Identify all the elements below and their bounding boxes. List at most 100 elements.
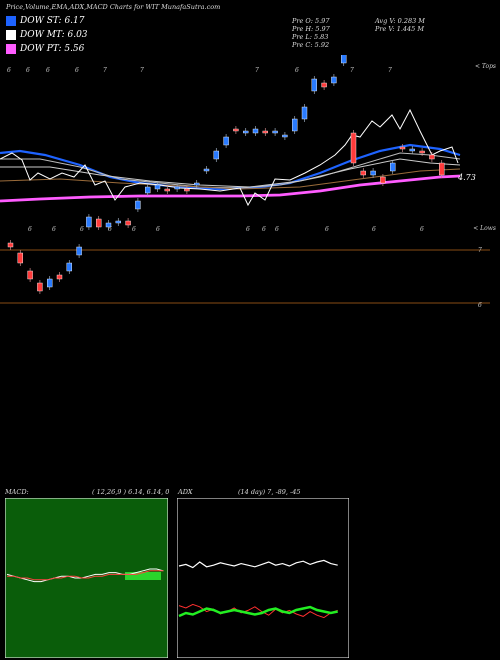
- level-mid-label: 6: [478, 302, 482, 309]
- candle-body: [47, 278, 53, 288]
- top-marker: 6: [7, 67, 11, 74]
- macd-params: ( 12,26,9 ) 6.14, 6.14, 0: [92, 488, 170, 496]
- candle-body: [390, 162, 396, 172]
- bottom-marker: 6: [28, 226, 32, 233]
- bottom-marker: 6: [156, 226, 160, 233]
- candle-body: [95, 218, 102, 228]
- adx-params: (14 day) 7, -89, -45: [238, 488, 301, 496]
- chart-title: Price,Volume,EMA,ADX,MACD Charts for WIT…: [6, 3, 221, 11]
- macd-line: [6, 568, 164, 583]
- candle-body: [360, 170, 366, 176]
- ema-mid2-line: [0, 158, 461, 188]
- candle-body: [350, 132, 357, 164]
- tops-label: < Tops: [475, 63, 496, 70]
- candle-body: [105, 222, 112, 228]
- candle-body: [252, 128, 259, 134]
- candle-body: [17, 252, 23, 264]
- candle-body: [135, 200, 141, 210]
- minus-di-line: [178, 603, 338, 619]
- bottom-marker: 6: [132, 226, 136, 233]
- candle-body: [399, 146, 406, 150]
- candle-body: [301, 106, 308, 120]
- bottom-marker: 6: [52, 226, 56, 233]
- adx-line: [178, 605, 338, 618]
- last-price-label: 4.73: [457, 173, 476, 182]
- candle-body: [154, 184, 161, 190]
- legend-item: DOW PT: 5.56: [6, 44, 84, 54]
- top-marker: 6: [295, 67, 299, 74]
- candle-body: [429, 154, 435, 160]
- bottom-marker: 6: [80, 226, 84, 233]
- stat-close: Pre C: 5.92: [292, 41, 330, 49]
- top-marker: 7: [103, 67, 107, 74]
- adx-background: [177, 498, 349, 658]
- candle-body: [56, 274, 63, 280]
- candle-body: [115, 220, 122, 224]
- bottom-marker: 6: [262, 226, 266, 233]
- price-chart: 6 6 6 6 7 7 7 6 7 7 < Tops 6 6 6 6 6 6 6 6 6 6 6 6 < Lows 7 6 4.73: [0, 55, 496, 309]
- legend-swatch: [6, 44, 16, 54]
- plus-di-line: [178, 559, 338, 569]
- candle-body: [27, 270, 33, 280]
- candle-body: [419, 150, 425, 154]
- candle-body: [213, 150, 220, 160]
- bottom-marker: 6: [246, 226, 250, 233]
- top-marker: 7: [388, 67, 392, 74]
- candle-body: [370, 170, 376, 176]
- macd-label: MACD:: [5, 488, 29, 496]
- top-marker: 6: [26, 67, 30, 74]
- top-marker: 7: [255, 67, 259, 74]
- candle-body: [66, 262, 73, 272]
- macd-histogram: [125, 572, 161, 580]
- legend-label: DOW MT: 6.03: [20, 30, 88, 40]
- legend-label: DOW PT: 5.56: [20, 44, 85, 54]
- candle-body: [86, 216, 92, 228]
- stat-high: Pre H: 5.97: [292, 25, 330, 33]
- candle-body: [7, 242, 14, 248]
- candle-body: [233, 128, 239, 132]
- price-close-line: [0, 108, 459, 207]
- legend-item: DOW MT: 6.03: [6, 30, 88, 40]
- candle-body: [311, 78, 317, 92]
- legend-swatch: [6, 30, 16, 40]
- candle-body: [409, 148, 415, 152]
- bottom-marker: 6: [108, 226, 112, 233]
- lows-label: < Lows: [473, 225, 496, 232]
- candle-body: [144, 186, 151, 194]
- candle-body: [439, 162, 445, 176]
- candle-body: [223, 136, 229, 146]
- stat-prev-volume: Pre V: 1.445 M: [375, 25, 425, 33]
- candle-body: [164, 188, 171, 192]
- candle-body: [184, 188, 190, 192]
- candle-body: [341, 55, 347, 64]
- ema-pt-line: [0, 174, 461, 203]
- adx-label: ADX: [178, 488, 193, 496]
- candle-body: [125, 220, 131, 226]
- candle-body: [76, 246, 82, 256]
- candle-body: [262, 130, 268, 134]
- candle-body: [380, 176, 386, 184]
- adx-chart: [177, 498, 349, 658]
- candle-body: [282, 134, 288, 138]
- stats-col-2: Avg V: 0.283 M Pre V: 1.445 M: [375, 17, 425, 33]
- stat-avg-volume: Avg V: 0.283 M: [375, 17, 425, 25]
- candle-body: [321, 82, 327, 88]
- candle-body: [203, 168, 210, 172]
- macd-chart: [5, 498, 168, 658]
- legend-item: DOW ST: 6.17: [6, 16, 85, 26]
- bottom-marker: 6: [325, 226, 329, 233]
- candle-body: [292, 118, 298, 132]
- candle-body: [37, 282, 43, 292]
- legend-swatch: [6, 16, 16, 26]
- bottom-marker: 6: [372, 226, 376, 233]
- candle-body: [193, 182, 200, 186]
- candle-body: [331, 76, 337, 84]
- top-marker: 6: [75, 67, 79, 74]
- stats-col-1: Pre O: 5.97 Pre H: 5.97 Pre L: 5.83 Pre …: [292, 17, 330, 49]
- candle-body: [242, 130, 249, 134]
- top-marker: 7: [350, 67, 354, 74]
- candle-body: [174, 186, 180, 190]
- macd-signal-line: [7, 570, 164, 581]
- level-top-label: 7: [478, 247, 482, 254]
- bottom-marker: 6: [420, 226, 424, 233]
